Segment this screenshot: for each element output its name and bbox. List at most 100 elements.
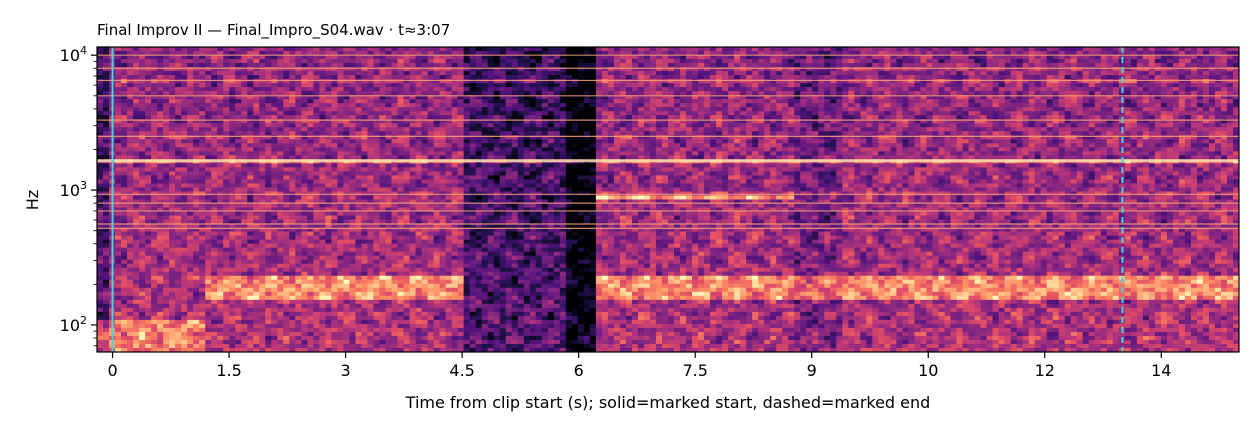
spectrogram-cell	[980, 67, 988, 72]
spectrogram-cell	[331, 99, 339, 104]
spectrogram-cell	[655, 59, 663, 64]
spectrogram-cell	[926, 99, 934, 104]
spectrogram-cell	[613, 135, 621, 140]
spectrogram-cell	[415, 135, 423, 140]
spectrogram-cell	[595, 59, 603, 64]
spectrogram-cell	[649, 131, 657, 136]
spectrogram-cell	[589, 91, 597, 96]
spectrogram-cell	[1202, 95, 1210, 100]
spectrogram-cell	[181, 127, 188, 132]
spectrogram-cell	[169, 99, 176, 104]
spectrogram-cell	[1208, 95, 1216, 100]
spectrogram-cell	[1040, 55, 1048, 60]
spectrogram-cell	[661, 147, 669, 152]
spectrogram-cell	[1088, 95, 1096, 100]
spectrogram-cell	[319, 107, 326, 112]
spectrogram-cell	[710, 103, 717, 108]
spectrogram-cell	[139, 139, 146, 144]
spectrogram-cell	[1106, 107, 1114, 112]
spectrogram-cell	[1130, 147, 1138, 152]
spectrogram-cell	[643, 51, 651, 56]
spectrogram-cell	[1136, 79, 1144, 84]
spectrogram-cell	[655, 83, 663, 88]
spectrogram-cell	[890, 79, 897, 84]
spectrogram-cell	[1232, 143, 1239, 148]
spectrogram-cell	[541, 71, 549, 76]
spectrogram-cell	[860, 91, 867, 96]
spectrogram-cell	[343, 79, 351, 84]
spectrogram-cell	[313, 135, 320, 140]
spectrogram-cell	[169, 123, 176, 128]
spectrogram-cell	[415, 79, 423, 84]
spectrogram-cell	[571, 147, 579, 152]
spectrogram-cell	[559, 127, 567, 132]
spectrogram-cell	[259, 147, 266, 152]
spectrogram-cell	[950, 51, 958, 56]
spectrogram-cell	[1076, 79, 1084, 84]
spectrogram-cell	[511, 107, 519, 112]
spectrogram-cell	[397, 51, 405, 56]
spectrogram-cell	[1172, 139, 1180, 144]
spectrogram-cell	[674, 75, 681, 80]
spectrogram-cell	[956, 71, 964, 76]
spectrogram-cell	[589, 67, 597, 72]
spectrogram-cell	[475, 99, 483, 104]
spectrogram-cell	[181, 59, 188, 64]
spectrogram-cell	[740, 95, 747, 100]
spectrogram-cell	[998, 95, 1006, 100]
spectrogram-cell	[121, 47, 128, 52]
spectrogram-cell	[974, 87, 982, 92]
spectrogram-cell	[349, 115, 357, 120]
spectrogram-cell	[1172, 111, 1180, 116]
spectrogram-cell	[355, 63, 363, 68]
spectrogram-cell	[337, 59, 345, 64]
spectrogram-cell	[806, 99, 813, 104]
spectrogram-cell	[830, 135, 837, 140]
spectrogram-cell	[187, 119, 194, 124]
spectrogram-cell	[1040, 51, 1048, 56]
spectrogram-cell	[205, 135, 212, 140]
spectrogram-cell	[289, 55, 296, 60]
spectrogram-cell	[277, 95, 284, 100]
spectrogram-cell	[884, 47, 891, 52]
spectrogram-cell	[139, 111, 146, 116]
spectrogram-cell	[367, 91, 375, 96]
spectrogram-cell	[920, 75, 928, 80]
spectrogram-cell	[992, 135, 1000, 140]
spectrogram-cell	[896, 123, 904, 128]
spectrogram-cell	[355, 79, 363, 84]
spectrogram-cell	[535, 135, 543, 140]
spectrogram-cell	[728, 99, 735, 104]
spectrogram-cell	[1112, 139, 1120, 144]
spectrogram-cell	[493, 75, 501, 80]
spectrogram-cell	[986, 123, 994, 128]
spectrogram-cell	[325, 79, 333, 84]
spectrogram-cell	[728, 87, 735, 92]
spectrogram-cell	[1142, 127, 1150, 132]
spectrogram-cell	[776, 71, 783, 76]
spectrogram-cell	[920, 51, 928, 56]
spectrogram-cell	[613, 111, 621, 116]
spectrogram-cell	[595, 87, 603, 92]
spectrogram-cell	[1202, 107, 1210, 112]
spectrogram-cell	[391, 95, 399, 100]
spectrogram-cell	[235, 51, 242, 56]
spectrogram-cell	[758, 99, 765, 104]
spectrogram-cell	[764, 123, 771, 128]
spectrogram-cell	[193, 119, 200, 124]
spectrogram-cell	[607, 75, 615, 80]
spectrogram-cell	[674, 123, 681, 128]
spectrogram-cell	[331, 143, 339, 148]
spectrogram-cell	[1106, 95, 1114, 100]
spectrogram-cell	[794, 127, 801, 132]
spectrogram-cell	[157, 63, 164, 68]
spectrogram-cell	[1064, 47, 1072, 52]
spectrogram-cell	[1106, 131, 1114, 136]
spectrogram-cell	[613, 47, 621, 52]
spectrogram-cell	[403, 115, 411, 120]
spectrogram-cell	[674, 71, 681, 76]
spectrogram-cell	[307, 123, 314, 128]
spectrogram-cell	[367, 51, 375, 56]
spectrogram-cell	[668, 111, 675, 116]
spectrogram-cell	[643, 63, 651, 68]
